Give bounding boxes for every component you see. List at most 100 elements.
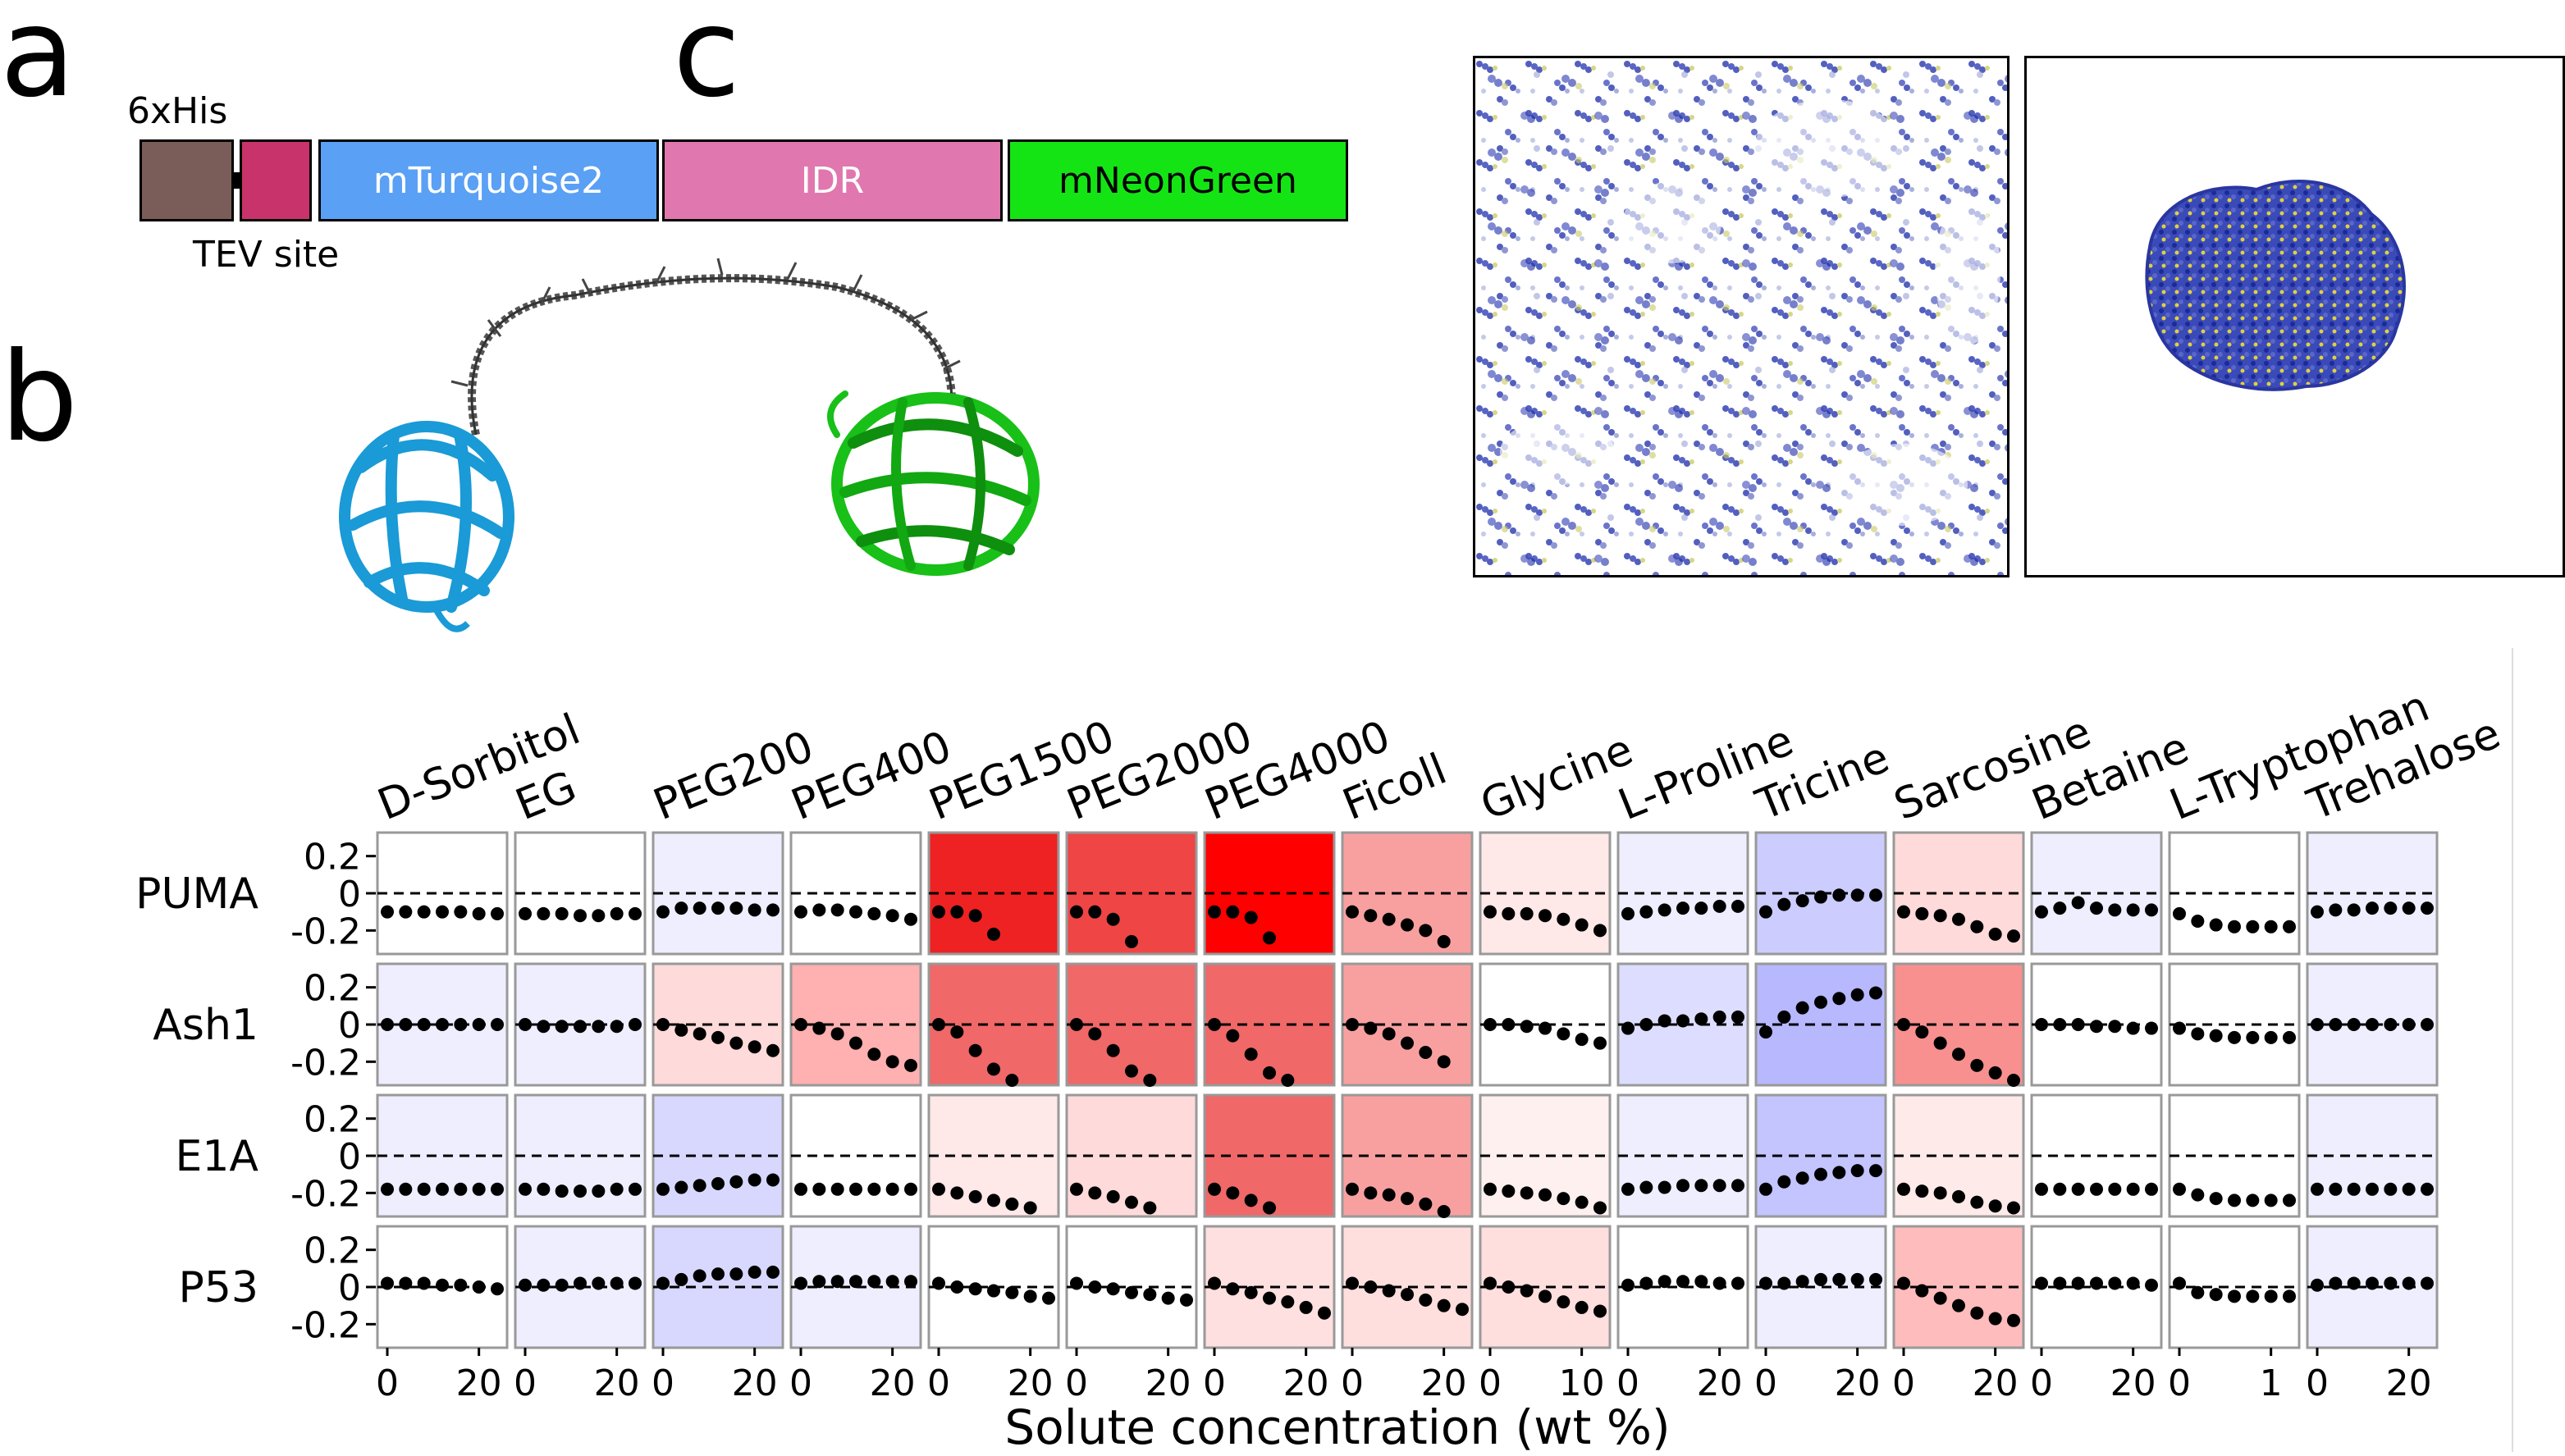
data-point bbox=[693, 1027, 706, 1041]
data-point bbox=[2145, 903, 2158, 917]
data-point bbox=[656, 1182, 670, 1196]
data-point bbox=[1814, 890, 1827, 904]
data-point bbox=[766, 1173, 780, 1187]
x-axis-label: Solute concentration (wt %) bbox=[1004, 1399, 1670, 1455]
data-point bbox=[2053, 1276, 2067, 1290]
plot-cell bbox=[2168, 962, 2301, 1087]
data-point bbox=[1364, 909, 1378, 923]
data-point bbox=[830, 1027, 844, 1041]
data-point bbox=[629, 1018, 642, 1031]
data-point bbox=[2228, 920, 2241, 933]
data-point bbox=[1520, 1186, 1534, 1200]
data-point bbox=[904, 1275, 917, 1289]
data-point bbox=[1263, 931, 1276, 945]
data-point bbox=[1539, 909, 1552, 923]
data-point bbox=[491, 1282, 504, 1296]
plot-cell bbox=[1754, 1093, 1887, 1218]
data-point bbox=[436, 1278, 449, 1292]
data-point bbox=[1364, 1021, 1378, 1035]
data-point bbox=[629, 1182, 642, 1196]
plot-cell bbox=[652, 1093, 784, 1218]
data-point bbox=[1318, 1306, 1331, 1320]
data-point bbox=[1575, 1300, 1589, 1314]
data-point bbox=[1850, 1164, 1864, 1178]
data-point bbox=[2384, 1276, 2398, 1290]
condensed-droplet-image bbox=[2145, 180, 2406, 391]
plot-cell bbox=[1203, 1225, 1336, 1349]
data-point bbox=[1759, 1182, 1772, 1196]
data-point bbox=[849, 1182, 862, 1196]
data-point bbox=[867, 1182, 881, 1196]
data-point bbox=[968, 1282, 982, 1296]
data-point bbox=[1419, 924, 1433, 938]
data-point bbox=[1759, 1025, 1772, 1039]
row-label: E1A bbox=[175, 1132, 258, 1181]
data-point bbox=[629, 1276, 642, 1290]
data-point bbox=[885, 909, 899, 923]
plot-cell bbox=[1065, 1093, 1198, 1218]
data-point bbox=[794, 1018, 807, 1031]
plot-cell bbox=[1754, 962, 1887, 1087]
plot-cell bbox=[1479, 1093, 1612, 1218]
data-point bbox=[2126, 1021, 2140, 1035]
x-tick-label: 10 bbox=[1559, 1362, 1605, 1404]
plot-cell bbox=[1892, 1225, 2025, 1349]
data-point bbox=[2402, 1276, 2416, 1290]
data-point bbox=[867, 906, 881, 920]
data-point bbox=[1988, 1312, 2002, 1326]
data-point bbox=[867, 1047, 881, 1061]
data-point bbox=[885, 1182, 899, 1196]
data-point bbox=[932, 1276, 945, 1290]
data-point bbox=[2145, 1278, 2158, 1292]
data-point bbox=[2421, 1276, 2434, 1290]
data-point bbox=[1208, 1182, 1221, 1196]
data-point bbox=[2347, 1276, 2361, 1290]
data-point bbox=[454, 1182, 468, 1196]
plot-cell bbox=[1754, 831, 1887, 956]
data-point bbox=[381, 1276, 394, 1290]
data-point bbox=[1484, 905, 1497, 919]
data-point bbox=[1281, 1295, 1295, 1309]
x-tick-label: 20 bbox=[732, 1362, 778, 1404]
data-point bbox=[2366, 1018, 2379, 1031]
data-point bbox=[1621, 1278, 1635, 1292]
data-point bbox=[2283, 1289, 2296, 1303]
plot-cell bbox=[652, 831, 784, 956]
data-point bbox=[1070, 1018, 1083, 1031]
data-point bbox=[830, 1182, 844, 1196]
data-point bbox=[2108, 1182, 2122, 1196]
data-point bbox=[2384, 1018, 2398, 1031]
data-point bbox=[932, 1182, 945, 1196]
data-point bbox=[1621, 906, 1635, 920]
panel-letter-c: c bbox=[673, 0, 741, 125]
data-point bbox=[1712, 1179, 1726, 1193]
data-point bbox=[1502, 1018, 1516, 1031]
data-point bbox=[1125, 1285, 1138, 1299]
x-tick-label: 1 bbox=[2260, 1362, 2283, 1404]
y-tick-label: -0.2 bbox=[290, 1042, 361, 1084]
data-point bbox=[2145, 1021, 2158, 1035]
data-point bbox=[1263, 1201, 1276, 1215]
data-point bbox=[1244, 1194, 1258, 1207]
plot-cell bbox=[2306, 831, 2439, 956]
data-point bbox=[1694, 901, 1708, 915]
data-point bbox=[2311, 1182, 2324, 1196]
data-point bbox=[1676, 901, 1689, 915]
plot-cell bbox=[789, 831, 922, 956]
data-point bbox=[1657, 1180, 1671, 1194]
data-point bbox=[491, 1182, 504, 1196]
plot-cell bbox=[2030, 1093, 2163, 1218]
data-point bbox=[1346, 1276, 1359, 1290]
data-point bbox=[1226, 1029, 1240, 1043]
data-point bbox=[417, 1182, 431, 1196]
data-point bbox=[1401, 1192, 1414, 1206]
data-point bbox=[1897, 1182, 1910, 1196]
data-point bbox=[2421, 1018, 2434, 1031]
data-point bbox=[1814, 1167, 1827, 1181]
data-point bbox=[1419, 1293, 1433, 1307]
data-point bbox=[830, 1275, 844, 1289]
column-header: PEG200 bbox=[647, 722, 820, 830]
x-tick-label: 0 bbox=[1341, 1362, 1364, 1404]
data-point bbox=[1226, 1186, 1240, 1200]
data-point bbox=[472, 1018, 486, 1031]
